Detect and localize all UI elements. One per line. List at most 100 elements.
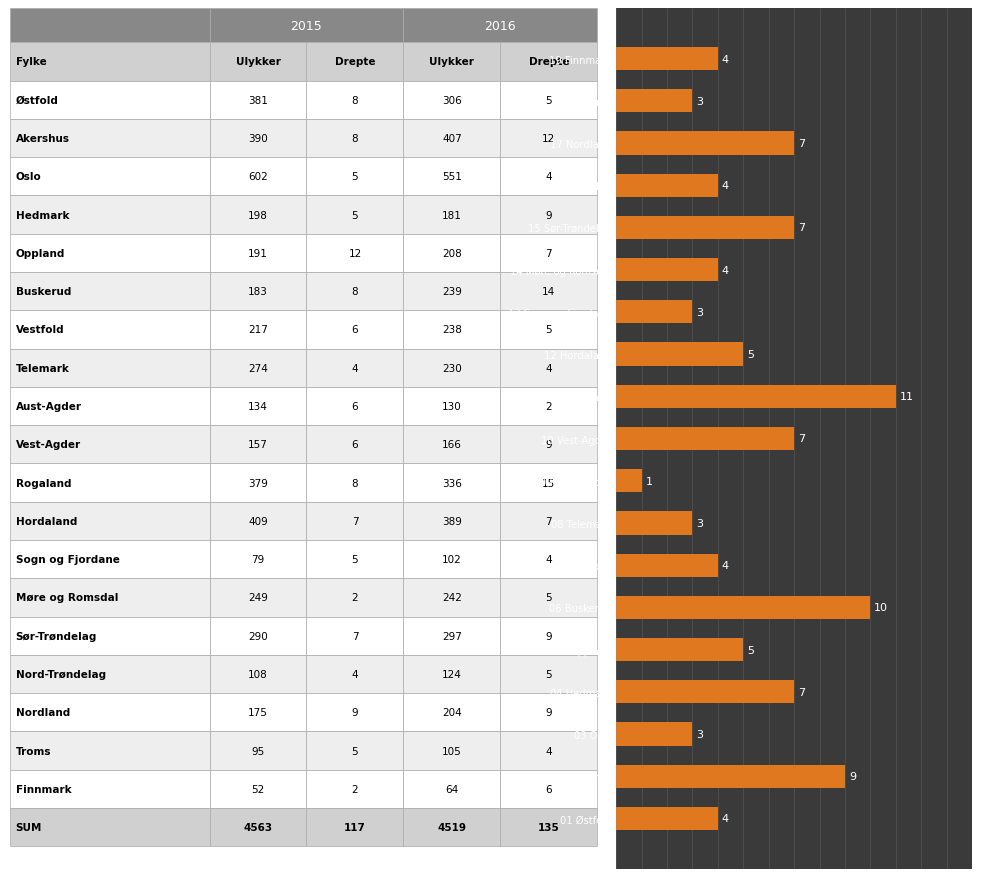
Text: Nord-Trøndelag: Nord-Trøndelag (16, 669, 106, 680)
Bar (404, 349, 501, 387)
Bar (10, 426, 209, 464)
Text: 12: 12 (349, 248, 361, 258)
Text: 274: 274 (248, 363, 268, 373)
Bar (306, 426, 404, 464)
Bar (404, 579, 501, 617)
Bar (501, 273, 597, 311)
Bar (10, 731, 209, 770)
Bar (209, 119, 306, 158)
Text: 2: 2 (545, 401, 552, 412)
Text: Vestfold: Vestfold (16, 325, 64, 335)
Bar (10, 808, 209, 846)
Bar (209, 387, 306, 426)
Bar (306, 387, 404, 426)
Text: 157: 157 (248, 440, 268, 450)
Text: 409: 409 (248, 516, 268, 526)
Text: 389: 389 (442, 516, 462, 526)
Text: 105: 105 (442, 745, 462, 756)
Bar (501, 426, 597, 464)
Text: Troms: Troms (16, 745, 51, 756)
Text: 5: 5 (352, 172, 358, 182)
Bar (306, 694, 404, 731)
Bar (404, 464, 501, 502)
Text: 2: 2 (352, 593, 358, 602)
Text: 183: 183 (248, 287, 268, 297)
Bar (209, 464, 306, 502)
Bar (10, 234, 209, 273)
Bar (209, 770, 306, 808)
Text: 4: 4 (722, 560, 729, 571)
Bar (306, 119, 404, 158)
Bar (209, 158, 306, 196)
Bar (404, 655, 501, 694)
Text: 208: 208 (442, 248, 462, 258)
Text: 4: 4 (545, 745, 552, 756)
Bar (306, 540, 404, 579)
Text: 4519: 4519 (437, 822, 466, 832)
Title: Andel (%) av drepte 2016: Andel (%) av drepte 2016 (714, 0, 875, 4)
Text: 4: 4 (545, 363, 552, 373)
Bar (10, 655, 209, 694)
Bar (501, 540, 597, 579)
Bar (404, 43, 501, 82)
Bar (10, 387, 209, 426)
Bar (306, 808, 404, 846)
Bar (404, 617, 501, 655)
Bar (404, 196, 501, 234)
Text: Møre og Romsdal: Møre og Romsdal (16, 593, 118, 602)
Text: 5: 5 (545, 669, 552, 680)
Text: 7: 7 (798, 687, 805, 697)
Text: 102: 102 (442, 555, 462, 565)
Bar (501, 158, 597, 196)
Bar (616, 259, 718, 282)
Text: 5: 5 (352, 555, 358, 565)
Bar (209, 731, 306, 770)
Bar (209, 426, 306, 464)
Text: 4: 4 (722, 54, 729, 64)
Text: 9: 9 (545, 631, 552, 641)
Bar (501, 234, 597, 273)
Text: 306: 306 (442, 96, 462, 105)
Text: 4: 4 (545, 172, 552, 182)
Bar (306, 311, 404, 349)
Bar (10, 311, 209, 349)
Bar (404, 9, 597, 43)
Text: 5: 5 (352, 211, 358, 220)
Bar (10, 158, 209, 196)
Bar (501, 579, 597, 617)
Bar (306, 770, 404, 808)
Bar (616, 428, 794, 450)
Bar (616, 723, 692, 745)
Text: 9: 9 (545, 211, 552, 220)
Text: Hedmark: Hedmark (16, 211, 69, 220)
Text: 52: 52 (251, 784, 264, 794)
Bar (404, 82, 501, 119)
Text: 379: 379 (248, 478, 268, 488)
Bar (404, 540, 501, 579)
Bar (404, 694, 501, 731)
Text: 79: 79 (251, 555, 264, 565)
Bar (501, 119, 597, 158)
Bar (10, 43, 209, 82)
Bar (404, 426, 501, 464)
Bar (209, 617, 306, 655)
Text: Oppland: Oppland (16, 248, 65, 258)
Bar (501, 82, 597, 119)
Text: Buskerud: Buskerud (16, 287, 71, 297)
Bar (306, 502, 404, 540)
Bar (616, 470, 641, 493)
Bar (306, 82, 404, 119)
Text: 3: 3 (696, 307, 703, 318)
Bar (501, 694, 597, 731)
Text: 9: 9 (352, 708, 358, 717)
Bar (209, 694, 306, 731)
Text: 204: 204 (442, 708, 462, 717)
Bar (501, 349, 597, 387)
Bar (209, 234, 306, 273)
Bar (616, 596, 870, 619)
Bar (209, 311, 306, 349)
Text: 4: 4 (352, 669, 358, 680)
Text: 238: 238 (442, 325, 462, 335)
Bar (209, 349, 306, 387)
Text: 5: 5 (545, 325, 552, 335)
